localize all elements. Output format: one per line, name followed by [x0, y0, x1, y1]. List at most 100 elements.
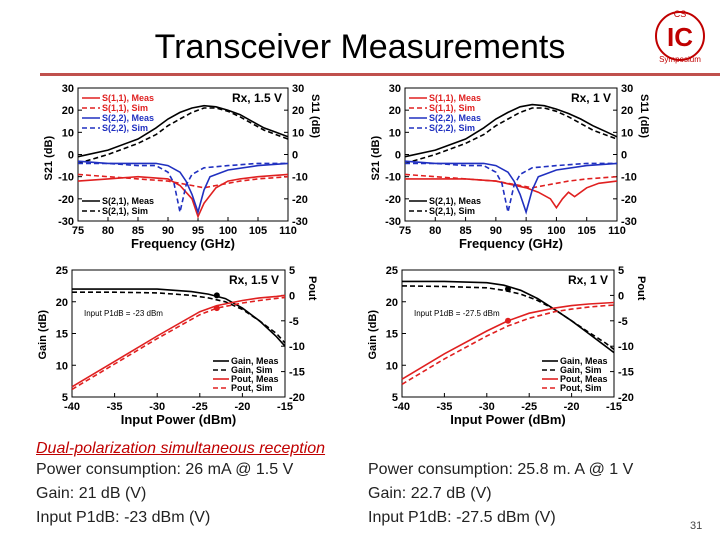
- logo-letters: IC: [667, 22, 693, 52]
- x-axis-label: Input Power (dBm): [121, 412, 237, 427]
- p1db-marker: [505, 317, 511, 324]
- y2-tick-label: 20: [621, 105, 633, 117]
- y-tick-label: 5: [392, 392, 398, 404]
- left-p1db: Input P1dB: -23 dBm (V): [36, 509, 211, 526]
- legend-label: Gain, Sim: [560, 365, 602, 375]
- y2-axis-label: Pout: [635, 276, 647, 301]
- y2-tick-label: -20: [289, 392, 305, 404]
- y2-tick-label: -10: [292, 172, 308, 184]
- y-axis-label: Gain (dB): [37, 310, 49, 360]
- series-line: [77, 173, 289, 219]
- x-tick-label: -20: [234, 401, 250, 413]
- y2-tick-label: -10: [289, 341, 305, 353]
- x-tick-label: 85: [459, 225, 471, 237]
- series-line: [71, 296, 286, 391]
- y2-tick-label: -20: [618, 392, 634, 404]
- x-axis-label: Input Power (dBm): [450, 412, 566, 427]
- series-line: [402, 280, 615, 354]
- x-tick-label: 95: [192, 225, 204, 237]
- legend-label: Gain, Meas: [231, 356, 279, 366]
- y-tick-label: -10: [58, 172, 74, 184]
- logo-ring-text: Symposium: [659, 55, 701, 64]
- y-tick-label: 25: [386, 265, 398, 277]
- legend-label: S(2,1), Sim: [102, 206, 148, 216]
- legend-label: Gain, Meas: [560, 356, 608, 366]
- legend-label: Pout, Sim: [231, 383, 273, 393]
- series-line: [404, 107, 618, 165]
- y-tick-label: 0: [68, 150, 74, 162]
- chart-title: Rx, 1.5 V: [229, 273, 279, 287]
- y2-tick-label: -10: [618, 341, 634, 353]
- legend-label: S(2,2), Sim: [429, 123, 475, 133]
- y2-tick-label: 5: [618, 265, 624, 277]
- x-tick-label: 75: [72, 225, 84, 237]
- y2-tick-label: -10: [621, 172, 637, 184]
- right-power: Power consumption: 25.8 m. A @ 1 V: [368, 461, 634, 478]
- y-tick-label: 10: [386, 360, 398, 372]
- left-power: Power consumption: 26 mA @ 1.5 V: [36, 461, 294, 478]
- series-line: [77, 160, 289, 215]
- y2-axis-label: S11 (dB): [309, 94, 321, 138]
- x-tick-label: 110: [279, 225, 297, 237]
- legend-label: S(1,1), Meas: [429, 93, 481, 103]
- right-gain: Gain: 22.7 dB (V): [368, 485, 492, 502]
- legend-label: Pout, Sim: [560, 383, 602, 393]
- x-tick-label: -40: [394, 401, 410, 413]
- chart-title: Rx, 1.5 V: [232, 91, 282, 105]
- y-axis-label: S21 (dB): [43, 136, 55, 181]
- legend-label: Gain, Sim: [231, 365, 273, 375]
- p1db-annotation: Input P1dB = -27.5 dBm: [414, 309, 500, 318]
- y-tick-label: -30: [385, 216, 401, 228]
- y-tick-label: -20: [58, 194, 74, 206]
- p1db-annotation: Input P1dB = -23 dBm: [84, 309, 163, 318]
- y-tick-label: 20: [56, 297, 68, 309]
- y-tick-label: 25: [56, 265, 68, 277]
- y-tick-label: 5: [62, 392, 68, 404]
- p1db-marker: [213, 292, 220, 299]
- y2-tick-label: -15: [289, 367, 305, 379]
- legend-label: S(1,1), Meas: [102, 93, 154, 103]
- series-line: [77, 173, 289, 189]
- y-axis-label: S21 (dB): [370, 136, 382, 181]
- p1db-marker: [213, 305, 220, 312]
- y2-tick-label: -15: [618, 367, 634, 379]
- y-tick-label: 0: [395, 150, 401, 162]
- series-line: [404, 173, 618, 189]
- y-tick-label: 20: [389, 105, 401, 117]
- y2-tick-label: 0: [289, 290, 295, 302]
- x-tick-label: -25: [192, 401, 208, 413]
- x-tick-label: -25: [521, 401, 537, 413]
- series-line: [72, 288, 286, 347]
- legend-label: S(2,1), Meas: [429, 196, 481, 206]
- slide-title: Transceiver Measurements: [154, 28, 566, 66]
- legend-label: Pout, Meas: [560, 374, 608, 384]
- x-tick-label: -40: [64, 401, 80, 413]
- series-line: [404, 160, 618, 215]
- y-tick-label: 20: [62, 105, 74, 117]
- series-line: [404, 103, 618, 158]
- left-gain: Gain: 21 dB (V): [36, 485, 147, 502]
- x-tick-label: 80: [102, 225, 114, 237]
- x-tick-label: 110: [608, 225, 626, 237]
- y2-tick-label: 30: [621, 83, 633, 95]
- y-tick-label: 10: [56, 360, 68, 372]
- legend-label: S(2,2), Meas: [102, 113, 154, 123]
- title-rule: [40, 73, 720, 76]
- x-tick-label: 95: [520, 225, 532, 237]
- y-tick-label: 15: [386, 329, 398, 341]
- y-tick-label: 10: [389, 127, 401, 139]
- y2-tick-label: -20: [292, 194, 308, 206]
- series-line: [78, 162, 288, 213]
- y2-tick-label: -5: [289, 316, 299, 328]
- symposium-logo: CS IC Symposium: [655, 9, 705, 64]
- x-tick-label: -35: [107, 401, 123, 413]
- y2-tick-label: 0: [621, 150, 627, 162]
- legend-label: S(2,1), Sim: [429, 206, 475, 216]
- right-p1db: Input P1dB: -27.5 dBm (V): [368, 509, 556, 526]
- series-line: [401, 285, 615, 351]
- x-tick-label: -30: [479, 401, 495, 413]
- y2-tick-label: -30: [621, 216, 637, 228]
- y2-tick-label: 10: [292, 127, 304, 139]
- y2-tick-label: -20: [621, 194, 637, 206]
